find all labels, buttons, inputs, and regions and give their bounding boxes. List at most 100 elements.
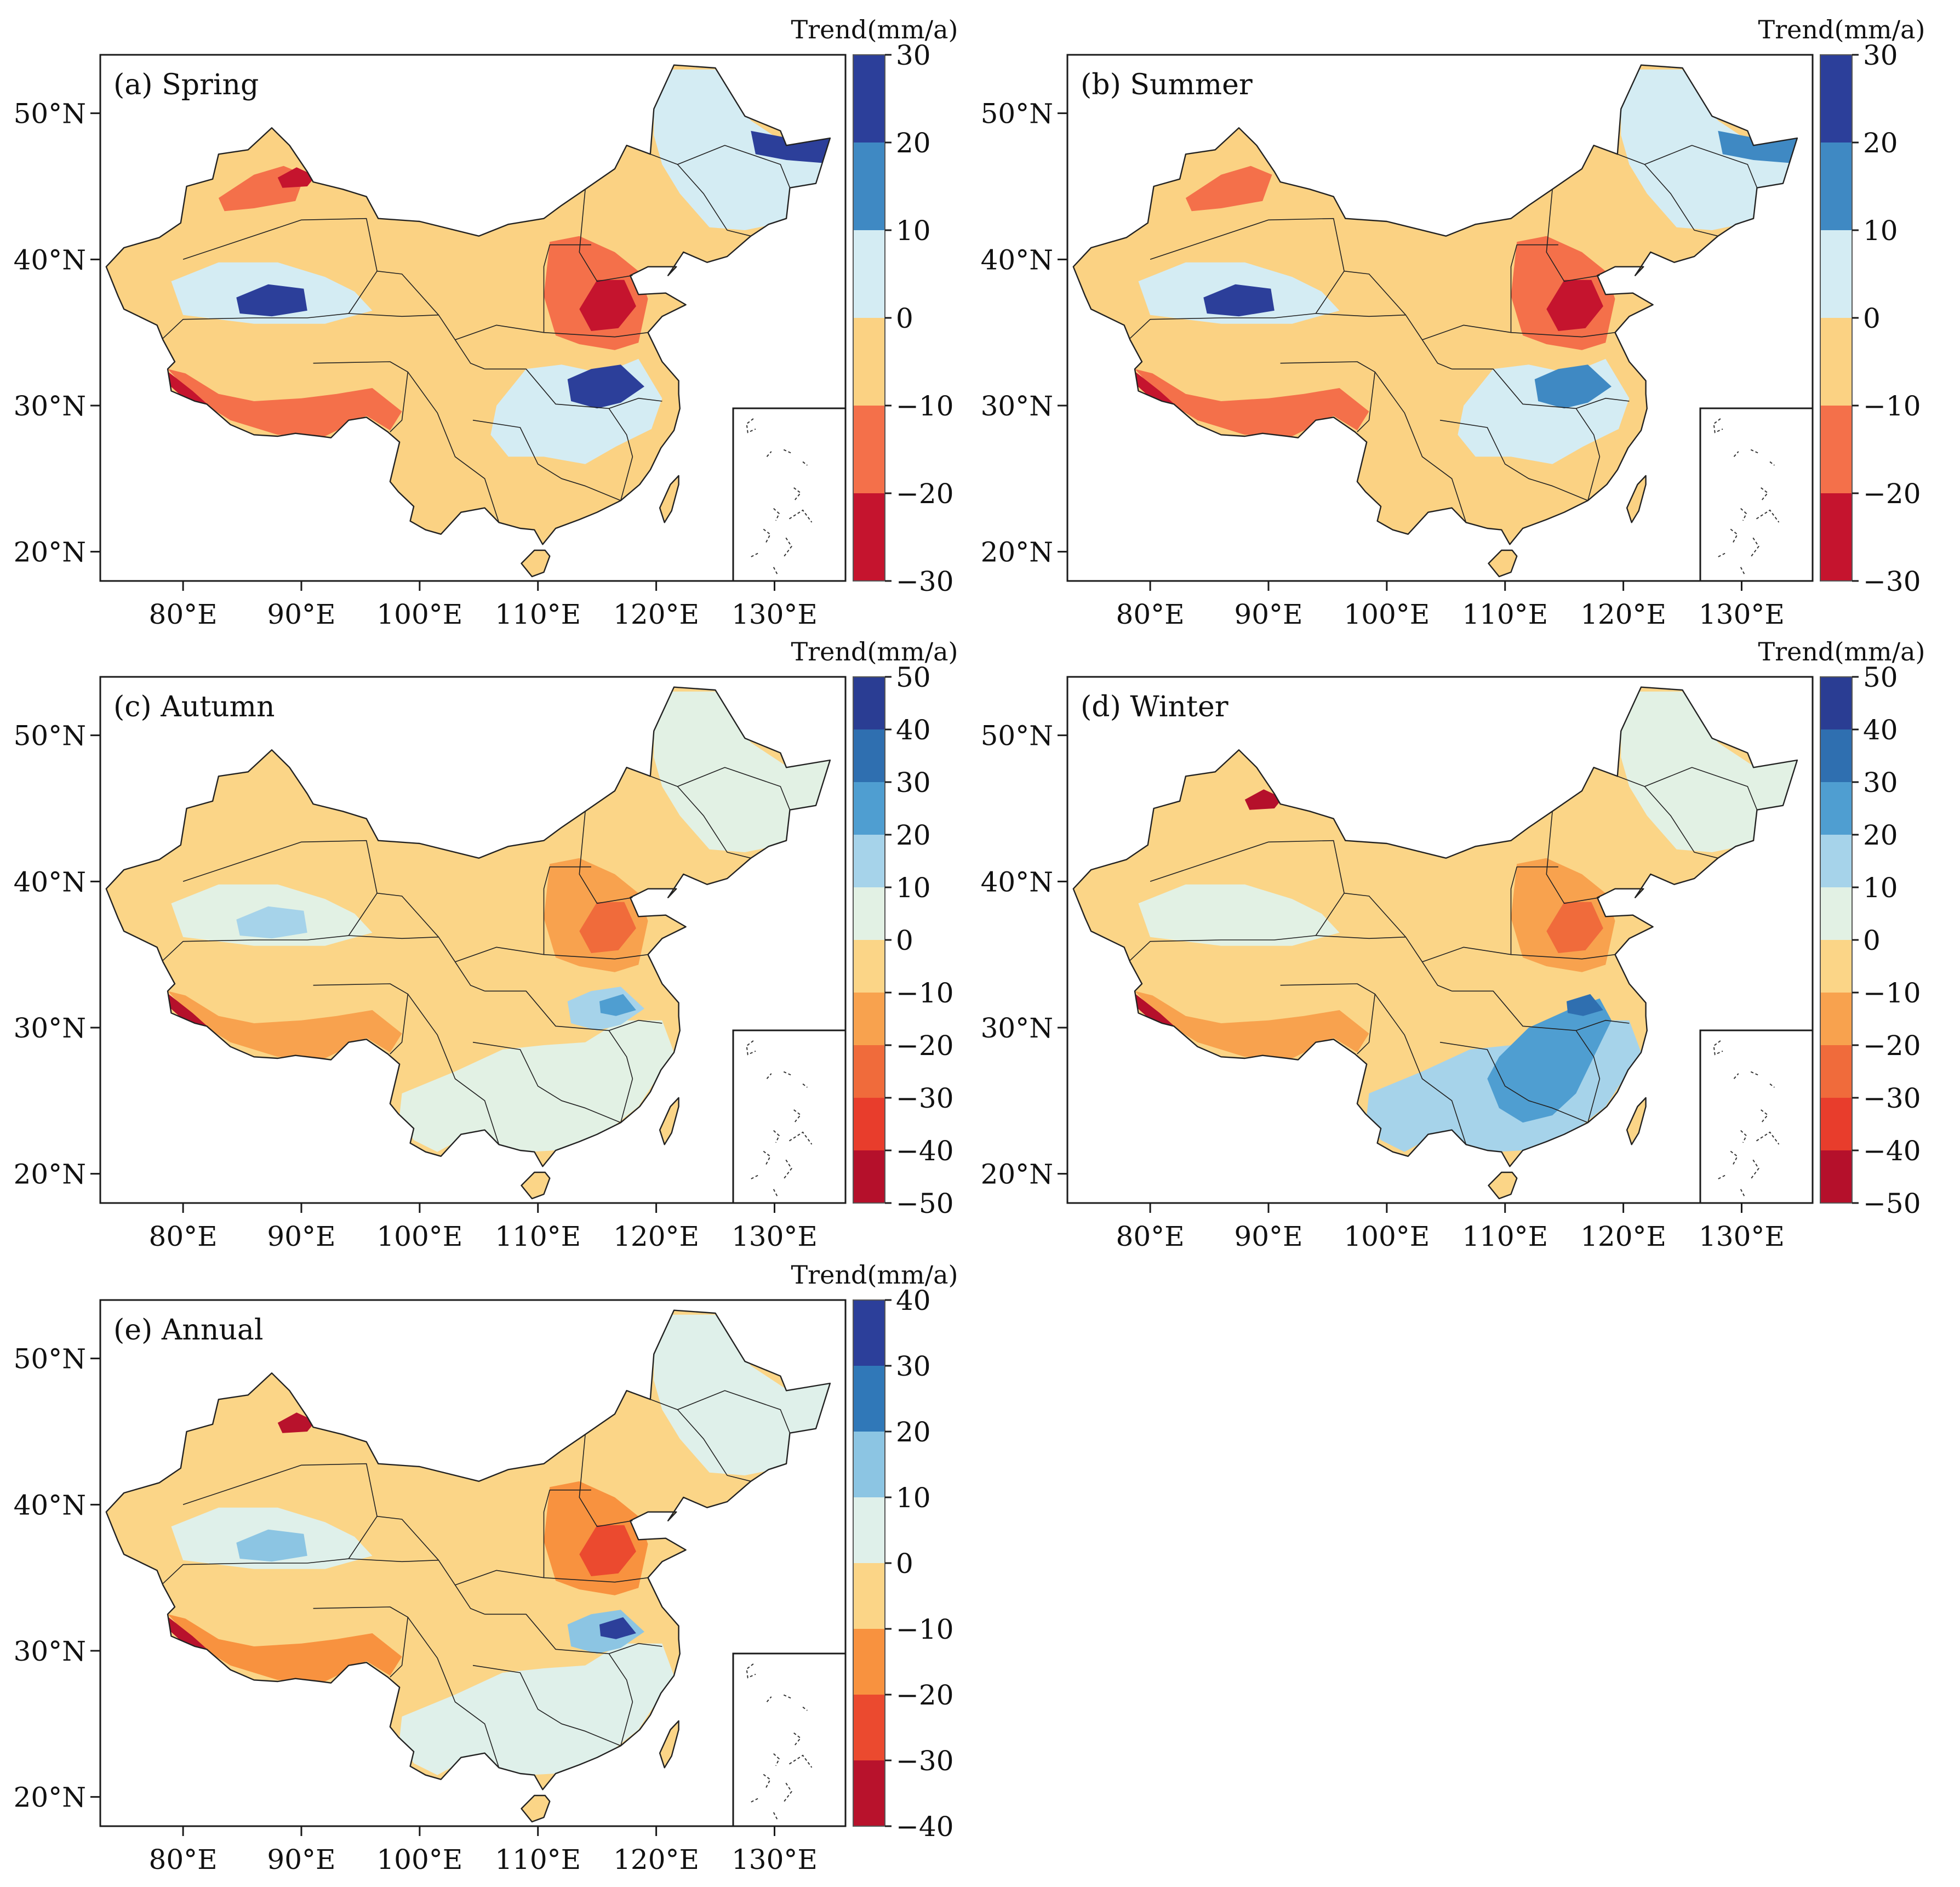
- province-border: [1316, 313, 1406, 317]
- inset-island: [1733, 1073, 1739, 1079]
- province-border: [472, 1041, 621, 1124]
- province-border: [484, 368, 662, 409]
- south-china-sea-inset: [1699, 1029, 1814, 1204]
- colorbar-tick-label: −30: [896, 566, 954, 597]
- colorbar: 50 40 30 20 10 0 −10 −20 −30 −40 −50 Trend(mm/a): [1758, 637, 1925, 1219]
- panel-title: (d) Winter: [1081, 691, 1228, 723]
- lat-tick-label: 40°N: [981, 244, 1053, 276]
- colorbar-swatch: [853, 729, 885, 783]
- colorbar-swatch: [1820, 406, 1852, 494]
- province-border: [407, 1617, 500, 1768]
- lon-tick-label: 90°E: [267, 598, 335, 630]
- colorbar-title: Trend(mm/a): [791, 15, 958, 44]
- colorbar-tick-label: −30: [1863, 566, 1921, 597]
- trend-region-himalaya-south: [168, 1614, 402, 1681]
- inset-island: [746, 418, 756, 434]
- inset-island: [1713, 1040, 1723, 1056]
- lon-tick-label: 130°E: [732, 598, 818, 630]
- colorbar-tick-label: 20: [896, 127, 931, 159]
- province-borders: [1072, 64, 1798, 578]
- colorbar-tick-label: −50: [896, 1188, 954, 1219]
- trend-region-northeast: [1621, 691, 1797, 852]
- lat-tick-label: 20°N: [981, 537, 1053, 568]
- colorbar-swatch: [1820, 782, 1852, 835]
- province-border: [1374, 994, 1467, 1145]
- inset-island: [1750, 1159, 1759, 1179]
- colorbar-tick-label: −40: [896, 1811, 954, 1843]
- colorbar-tick-label: 20: [896, 1416, 931, 1448]
- province-border: [377, 892, 485, 992]
- lat-tick-label: 20°N: [14, 1782, 86, 1814]
- inset-island: [802, 1083, 808, 1088]
- inset-island: [751, 552, 758, 557]
- hainan-outline: [521, 549, 551, 578]
- colorbar-tick-label: 0: [896, 1548, 913, 1580]
- lat-tick-label: 50°N: [14, 1343, 86, 1375]
- lat-tick-label: 20°N: [14, 1159, 86, 1190]
- colorbar-swatch: [853, 1497, 885, 1564]
- lon-tick-label: 100°E: [376, 1844, 462, 1875]
- map-frame: [99, 1299, 847, 1827]
- colorbar-swatch: [853, 142, 885, 231]
- taiwan-outline: [659, 475, 679, 523]
- trend-region-himalaya-south: [168, 991, 402, 1058]
- inset-island: [783, 1159, 792, 1179]
- colorbar-swatch: [853, 55, 885, 143]
- inset-island: [773, 1812, 779, 1822]
- panel-title: (b) Summer: [1081, 69, 1253, 101]
- inset-island: [1718, 552, 1725, 557]
- inset-island: [763, 1774, 771, 1789]
- colorbar-swatch: [1820, 993, 1852, 1046]
- inset-island: [788, 509, 813, 523]
- province-border: [348, 1558, 439, 1563]
- inset-island: [1769, 1083, 1775, 1088]
- lon-tick-label: 120°E: [1580, 598, 1666, 630]
- lon-tick-label: 80°E: [149, 1221, 218, 1252]
- lat-tick-label: 30°N: [14, 1635, 86, 1667]
- inset-island: [1730, 1150, 1738, 1166]
- lon-tick-label: 80°E: [149, 1844, 218, 1875]
- taiwan-outline: [659, 1720, 679, 1769]
- colorbar-swatch: [853, 835, 885, 888]
- province-border: [1617, 153, 1718, 237]
- lat-tick-label: 50°N: [981, 720, 1053, 752]
- province-border: [1452, 990, 1630, 1031]
- inset-frame: [732, 1652, 847, 1827]
- inset-island: [766, 451, 772, 457]
- inset-frame: [1699, 1029, 1814, 1204]
- colorbar-tick-label: −20: [896, 1030, 954, 1062]
- trend-region-south-china: [399, 1643, 674, 1775]
- colorbar-tick-label: −30: [1863, 1082, 1921, 1114]
- taiwan-outline: [1626, 1097, 1647, 1145]
- lat-tick-label: 50°N: [14, 720, 86, 752]
- lon-tick-label: 130°E: [1699, 598, 1785, 630]
- lon-tick-label: 120°E: [613, 598, 699, 630]
- colorbar: 40 30 20 10 0 −10 −20 −30 −40 Trend(mm/a): [791, 1260, 958, 1843]
- province-border: [377, 1515, 485, 1615]
- lon-tick-label: 80°E: [149, 598, 218, 630]
- trend-region-yangtze-core: [567, 364, 644, 409]
- colorbar-swatch: [1820, 940, 1852, 993]
- colorbar-swatch: [853, 677, 885, 730]
- lon-tick-label: 90°E: [1234, 1221, 1302, 1252]
- trend-region-yangtze-peak: [599, 1617, 636, 1639]
- colorbar-tick-label: −10: [896, 390, 954, 422]
- province-border: [579, 811, 633, 904]
- lon-tick-label: 120°E: [613, 1844, 699, 1875]
- trend-region-tarim-core: [1203, 284, 1275, 317]
- inset-island: [763, 1150, 771, 1166]
- lat-tick-label: 30°N: [981, 1012, 1053, 1044]
- inset-frame: [732, 407, 847, 582]
- colorbar-swatch: [853, 1760, 885, 1827]
- hainan-outline: [521, 1794, 551, 1823]
- trend-region-south-china: [399, 1020, 674, 1152]
- province-border: [1510, 866, 1558, 955]
- south-china-sea-inset: [732, 407, 847, 582]
- colorbar-tick-label: 10: [896, 1482, 931, 1514]
- lon-tick-label: 100°E: [1344, 1221, 1430, 1252]
- lat-tick-label: 50°N: [14, 98, 86, 130]
- lon-tick-label: 110°E: [1462, 598, 1548, 630]
- colorbar-title: Trend(mm/a): [791, 1260, 958, 1290]
- colorbar-swatch: [853, 1150, 885, 1204]
